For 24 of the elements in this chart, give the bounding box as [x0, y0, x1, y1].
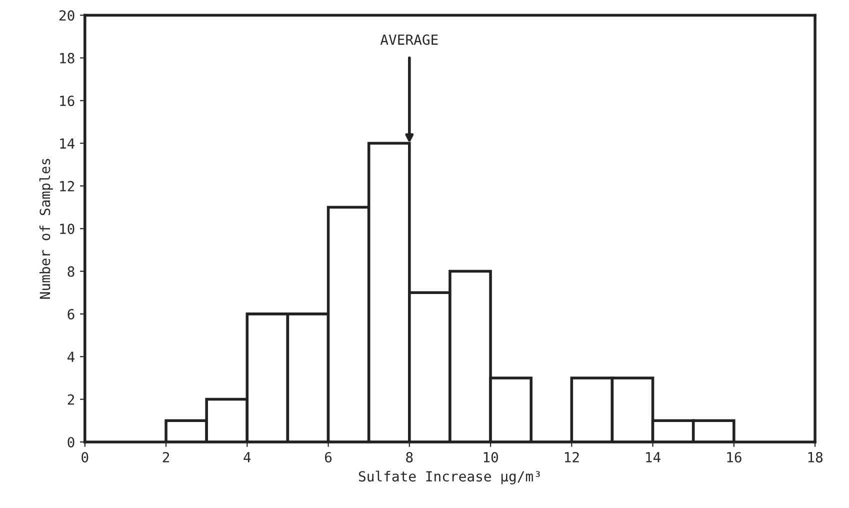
x-tick-label: 18: [808, 452, 823, 463]
x-tick-label: 16: [727, 452, 742, 463]
y-tick-label: 16: [60, 96, 74, 106]
x-tick-label: 4: [244, 452, 251, 462]
y-tick-label: 20: [59, 10, 74, 21]
y-tick-label: 10: [60, 224, 74, 234]
y-tick-label: 0: [68, 436, 74, 448]
y-axis-title: Number of Samples: [39, 158, 53, 299]
x-tick-label: 0: [82, 452, 88, 463]
y-tick-label: 14: [60, 138, 75, 149]
y-tick-label: 6: [68, 308, 74, 320]
x-tick-label: 8: [406, 452, 413, 463]
y-tick-label: 12: [60, 180, 74, 192]
x-axis-title: Sulfate Increase μg/m³: [358, 470, 540, 484]
x-tick-label: 6: [325, 452, 332, 463]
x-tick-label: 12: [564, 452, 579, 462]
y-tick-label: 8: [68, 266, 74, 277]
x-tick-label: 10: [484, 452, 498, 463]
annotation: AVERAGE: [380, 34, 438, 45]
y-tick-label: 18: [60, 52, 74, 64]
x-tick-label: 14: [646, 452, 660, 462]
y-tick-label: 4: [68, 352, 75, 362]
x-tick-label: 2: [162, 452, 170, 462]
y-tick-label: 2: [68, 394, 74, 405]
